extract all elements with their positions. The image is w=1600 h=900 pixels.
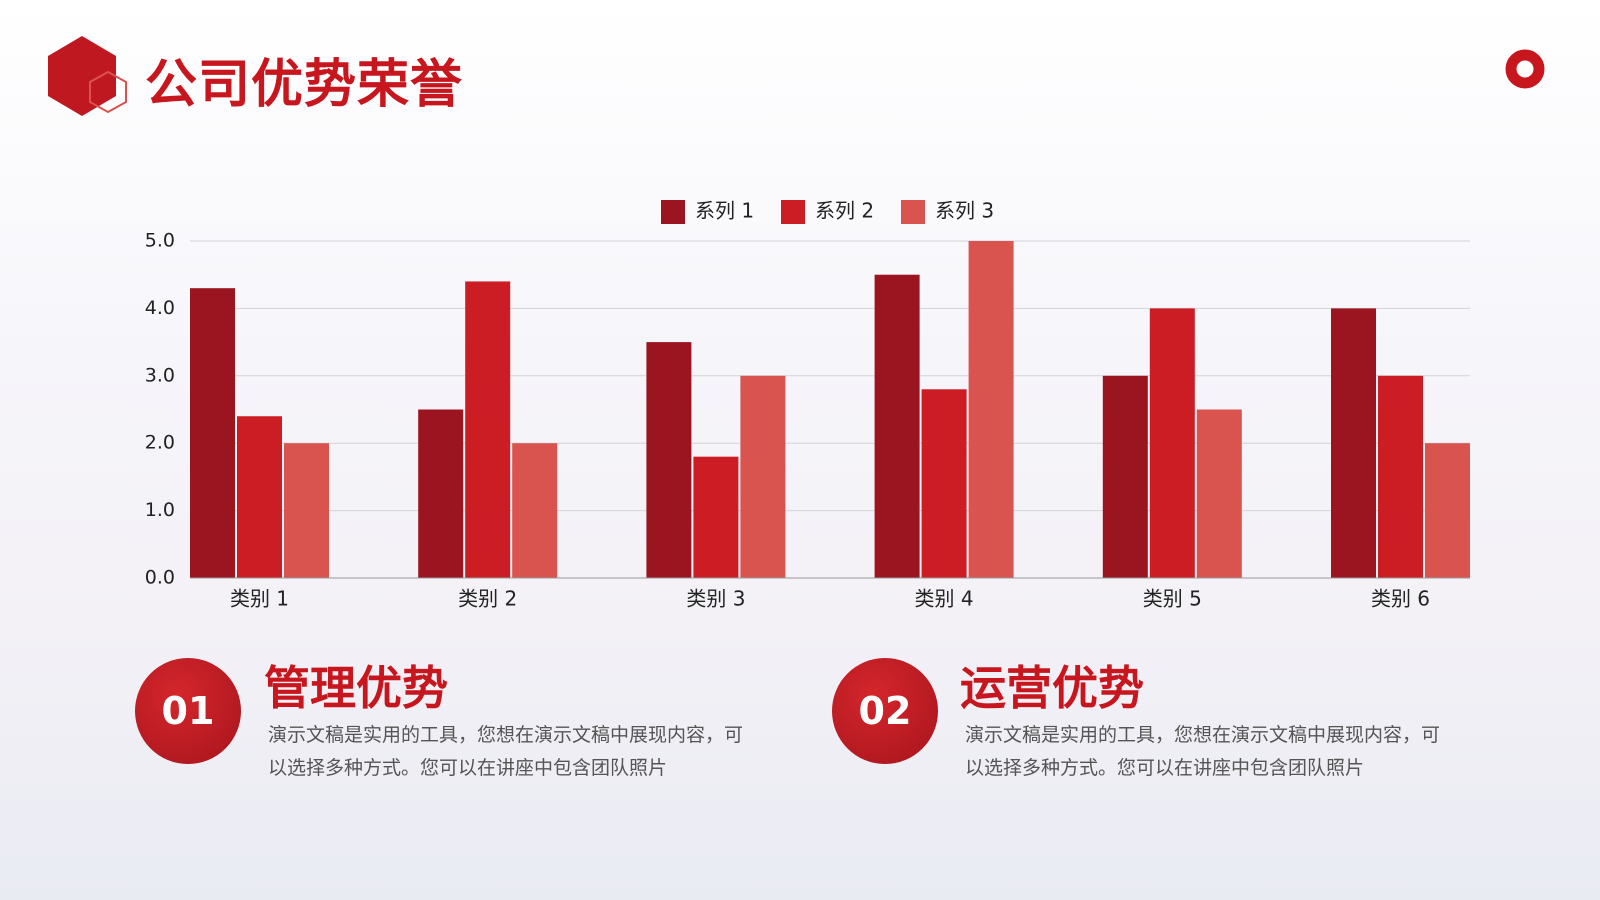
y-tick-label: 5.0 [145, 230, 175, 252]
bar [465, 281, 511, 578]
bar [1149, 308, 1195, 578]
hexagon-outline [89, 70, 127, 114]
x-tick-label: 类别 4 [915, 587, 974, 611]
bar [1378, 375, 1423, 578]
bar [512, 443, 558, 578]
bar [968, 241, 1014, 578]
bar [1425, 443, 1470, 578]
bar [1196, 409, 1242, 578]
bar [874, 274, 920, 578]
x-tick-label: 类别 6 [1371, 587, 1430, 611]
y-tick-label: 1.0 [145, 499, 175, 521]
feature-title: 运营优势 [960, 661, 1144, 715]
hexagon-icon [48, 36, 116, 116]
page-title: 公司优势荣誉 [145, 55, 464, 115]
legend-label: 系列 3 [935, 199, 994, 223]
legend-label: 系列 2 [815, 199, 874, 223]
legend-label: 系列 1 [695, 199, 754, 223]
y-tick-label: 0.0 [145, 567, 175, 589]
feature-title: 管理优势 [264, 661, 448, 715]
feature-text: 演示文稿是实用的工具，您想在演示文稿中展现内容，可以选择多种方式。您可以在讲座中… [268, 724, 744, 779]
y-tick-label: 2.0 [145, 432, 175, 454]
y-tick-label: 3.0 [145, 364, 175, 386]
feature-number: 02 [832, 658, 938, 764]
legend-swatch [901, 200, 925, 224]
x-tick-label: 类别 2 [458, 587, 517, 611]
ring-icon [1505, 49, 1545, 89]
feature-text: 演示文稿是实用的工具，您想在演示文稿中展现内容，可以选择多种方式。您可以在讲座中… [965, 724, 1441, 779]
bar [693, 456, 739, 578]
bar [740, 375, 786, 578]
x-tick-label: 类别 3 [686, 587, 745, 611]
bar [190, 288, 235, 578]
legend-swatch [661, 200, 685, 224]
bar [1102, 375, 1148, 578]
bar [237, 416, 282, 578]
legend-swatch [781, 200, 805, 224]
feature-number: 01 [135, 658, 241, 764]
bar [646, 342, 692, 578]
bar [1331, 308, 1376, 578]
x-tick-label: 类别 5 [1143, 587, 1202, 611]
x-tick-label: 类别 1 [230, 587, 289, 611]
bar [921, 389, 967, 578]
y-tick-label: 4.0 [145, 297, 175, 319]
bar [284, 443, 329, 578]
bar [418, 409, 464, 578]
